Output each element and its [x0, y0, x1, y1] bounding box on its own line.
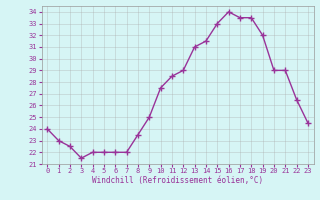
X-axis label: Windchill (Refroidissement éolien,°C): Windchill (Refroidissement éolien,°C)	[92, 176, 263, 185]
